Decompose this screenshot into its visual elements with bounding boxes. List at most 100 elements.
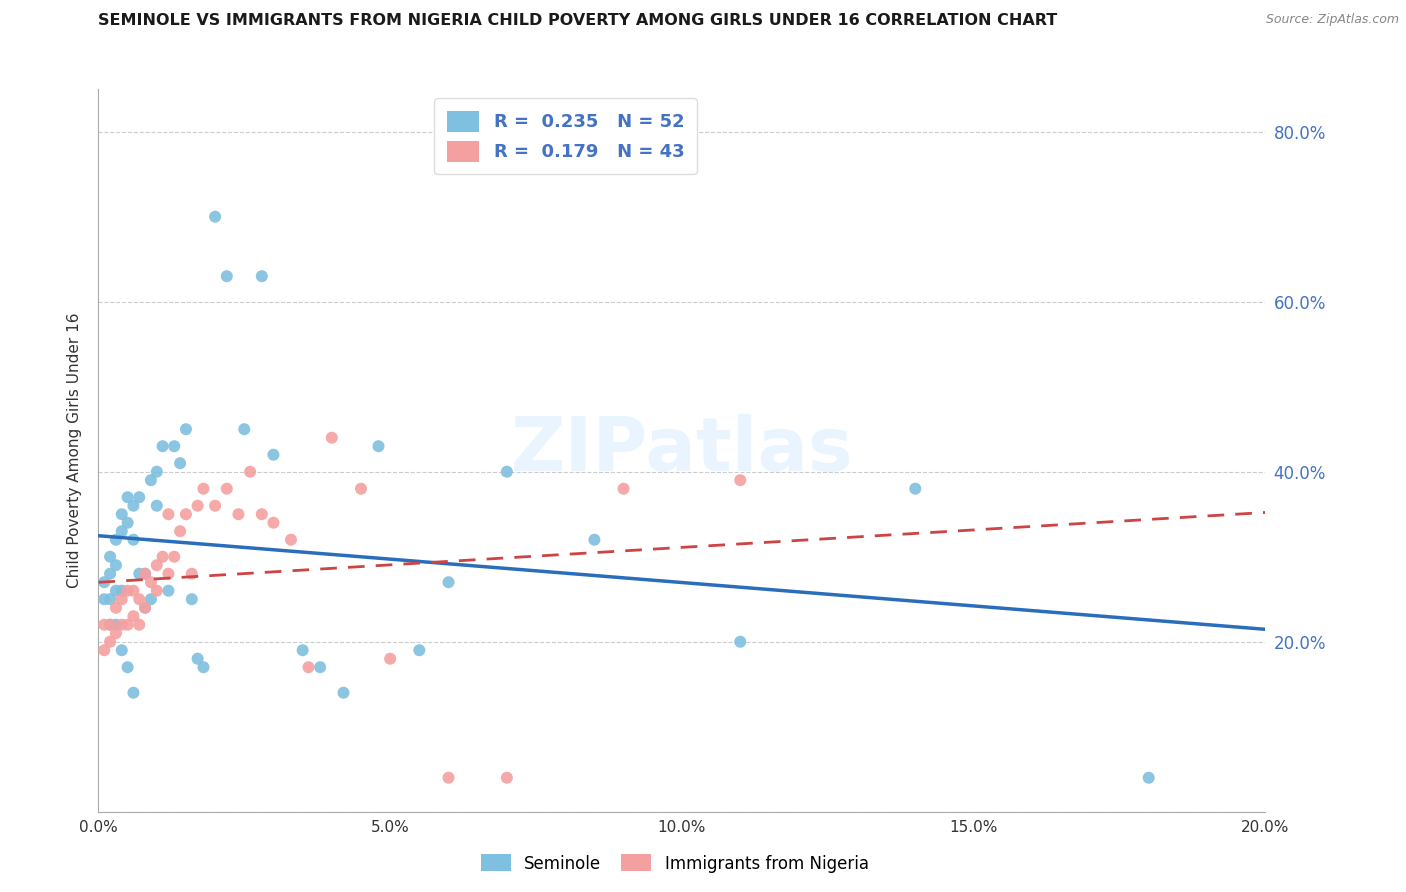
Point	[495, 771, 517, 785]
Point	[233, 422, 256, 436]
Point	[146, 558, 169, 573]
Point	[98, 617, 121, 632]
Point	[239, 465, 262, 479]
Point	[134, 600, 156, 615]
Point	[128, 566, 150, 581]
Point	[117, 583, 139, 598]
Point	[583, 533, 606, 547]
Point	[180, 566, 202, 581]
Point	[193, 482, 215, 496]
Point	[728, 473, 751, 487]
Point	[187, 651, 209, 665]
Point	[122, 609, 145, 624]
Point	[117, 516, 139, 530]
Point	[291, 643, 314, 657]
Point	[152, 549, 174, 564]
Point	[174, 422, 197, 436]
Point	[157, 507, 180, 521]
Point	[612, 482, 634, 496]
Point	[215, 482, 238, 496]
Point	[146, 465, 169, 479]
Point	[93, 643, 115, 657]
Point	[111, 617, 134, 632]
Point	[104, 600, 127, 615]
Point	[321, 431, 343, 445]
Point	[163, 549, 186, 564]
Point	[193, 660, 215, 674]
Point	[134, 566, 156, 581]
Point	[309, 660, 332, 674]
Point	[146, 583, 169, 598]
Text: Source: ZipAtlas.com: Source: ZipAtlas.com	[1265, 13, 1399, 27]
Y-axis label: Child Poverty Among Girls Under 16: Child Poverty Among Girls Under 16	[67, 313, 83, 588]
Point	[204, 210, 226, 224]
Point	[280, 533, 302, 547]
Point	[117, 617, 139, 632]
Point	[122, 533, 145, 547]
Point	[1137, 771, 1160, 785]
Point	[111, 524, 134, 539]
Legend: Seminole, Immigrants from Nigeria: Seminole, Immigrants from Nigeria	[474, 847, 876, 880]
Point	[262, 448, 284, 462]
Point	[437, 575, 460, 590]
Point	[98, 634, 121, 648]
Point	[128, 592, 150, 607]
Point	[169, 456, 191, 470]
Point	[350, 482, 373, 496]
Point	[139, 592, 162, 607]
Point	[495, 465, 517, 479]
Point	[111, 583, 134, 598]
Point	[98, 592, 121, 607]
Point	[122, 583, 145, 598]
Point	[128, 617, 150, 632]
Point	[332, 686, 354, 700]
Point	[111, 507, 134, 521]
Point	[157, 583, 180, 598]
Text: ZIPatlas: ZIPatlas	[510, 414, 853, 487]
Point	[98, 549, 121, 564]
Point	[174, 507, 197, 521]
Point	[122, 499, 145, 513]
Point	[157, 566, 180, 581]
Point	[408, 643, 430, 657]
Point	[134, 566, 156, 581]
Point	[215, 269, 238, 284]
Point	[117, 490, 139, 504]
Point	[437, 771, 460, 785]
Point	[169, 524, 191, 539]
Point	[104, 626, 127, 640]
Point	[250, 507, 273, 521]
Point	[104, 583, 127, 598]
Point	[111, 643, 134, 657]
Point	[180, 592, 202, 607]
Point	[163, 439, 186, 453]
Point	[152, 439, 174, 453]
Point	[139, 473, 162, 487]
Point	[104, 617, 127, 632]
Text: SEMINOLE VS IMMIGRANTS FROM NIGERIA CHILD POVERTY AMONG GIRLS UNDER 16 CORRELATI: SEMINOLE VS IMMIGRANTS FROM NIGERIA CHIL…	[98, 13, 1057, 29]
Point	[297, 660, 319, 674]
Point	[93, 617, 115, 632]
Point	[104, 533, 127, 547]
Point	[104, 558, 127, 573]
Legend: R =  0.235   N = 52, R =  0.179   N = 43: R = 0.235 N = 52, R = 0.179 N = 43	[434, 98, 697, 174]
Point	[117, 660, 139, 674]
Point	[904, 482, 927, 496]
Point	[139, 575, 162, 590]
Point	[262, 516, 284, 530]
Point	[128, 490, 150, 504]
Point	[134, 600, 156, 615]
Point	[93, 592, 115, 607]
Point	[367, 439, 389, 453]
Point	[146, 499, 169, 513]
Point	[250, 269, 273, 284]
Point	[728, 634, 751, 648]
Point	[204, 499, 226, 513]
Point	[98, 617, 121, 632]
Point	[93, 575, 115, 590]
Point	[378, 651, 402, 665]
Point	[228, 507, 250, 521]
Point	[187, 499, 209, 513]
Point	[122, 686, 145, 700]
Point	[111, 592, 134, 607]
